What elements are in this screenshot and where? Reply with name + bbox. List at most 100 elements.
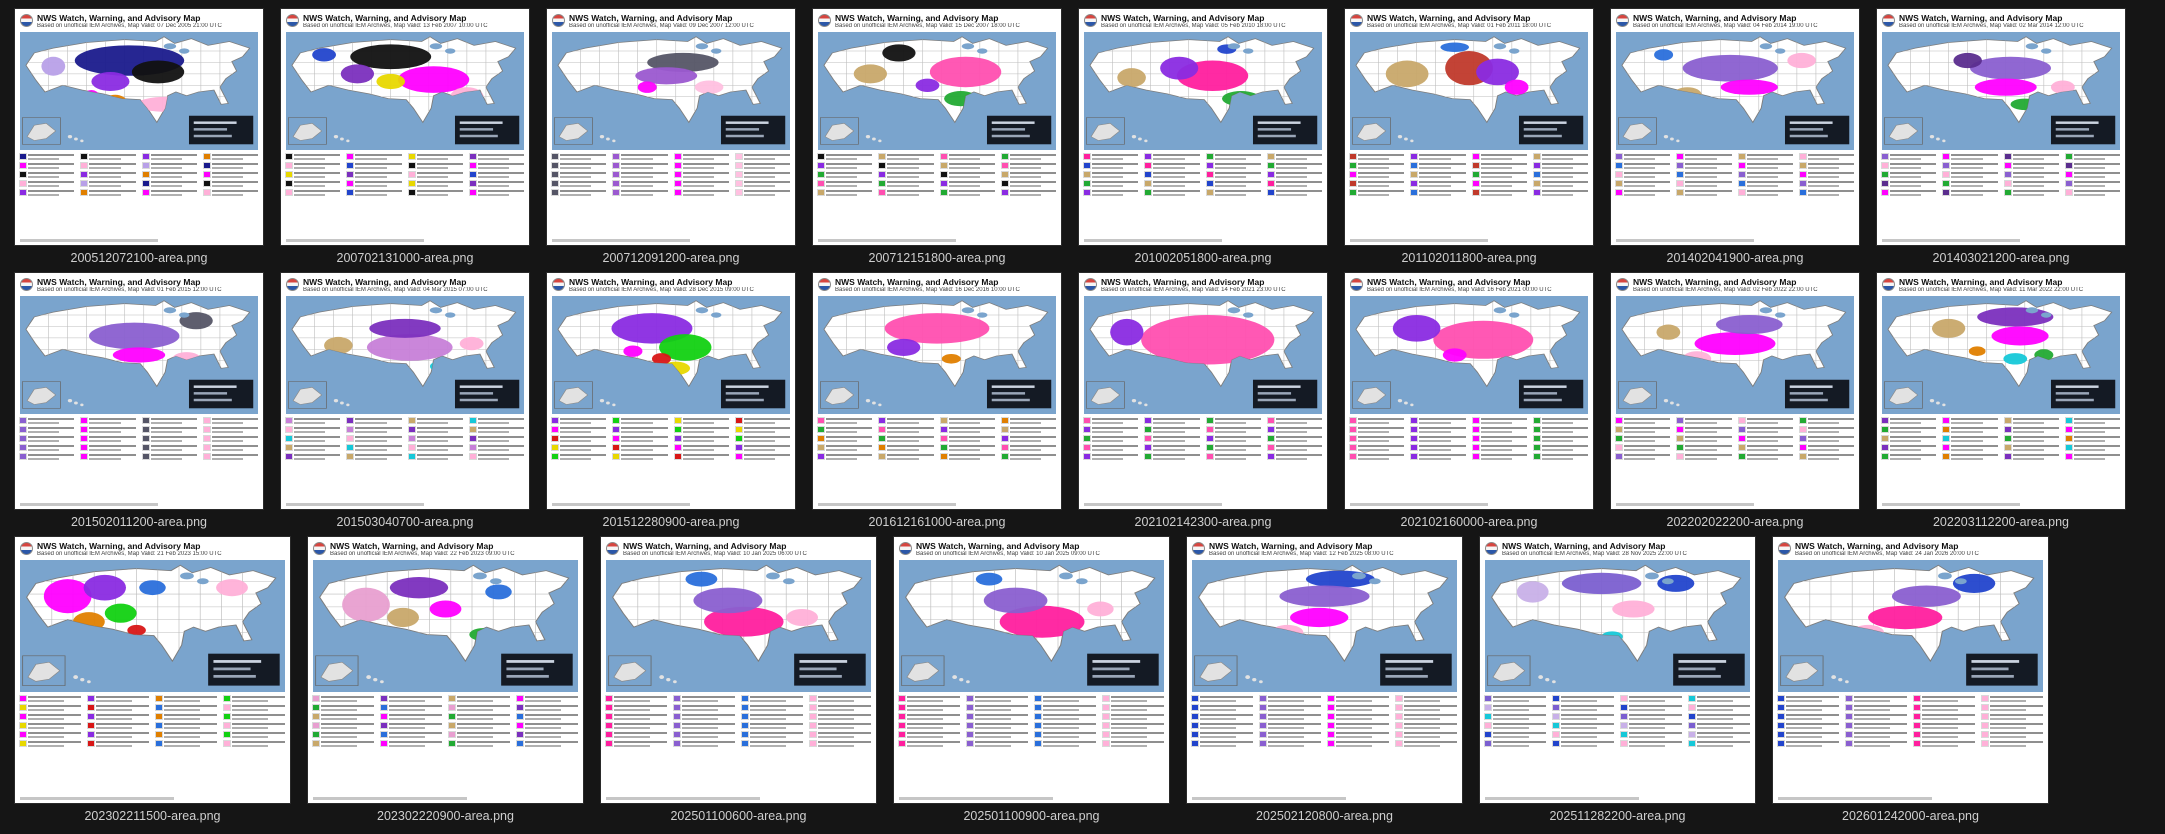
file-thumbnail[interactable]: NWS Watch, Warning, and Advisory Map Bas…: [1344, 8, 1594, 265]
legend-label-placeholder: [1214, 427, 1261, 434]
us-warning-map: [1485, 560, 1750, 693]
legend-label-placeholder: [948, 172, 995, 179]
legend-label-placeholder: [1624, 454, 1671, 461]
legend-swatch: [605, 740, 613, 748]
legend-swatch: [2064, 417, 2073, 425]
legend-swatch: [1881, 153, 1889, 161]
legend-swatch: [1881, 417, 1889, 425]
legend-label-placeholder: [28, 172, 75, 179]
file-thumbnail[interactable]: NWS Watch, Warning, and Advisory Map Bas…: [14, 536, 291, 823]
legend-swatch: [1205, 180, 1214, 188]
legend-label-placeholder: [560, 454, 607, 461]
legend-entry: [380, 713, 442, 721]
legend-label-placeholder: [818, 705, 871, 712]
legend-label-placeholder: [164, 696, 217, 703]
legend-swatch: [80, 453, 89, 461]
legend-label-placeholder: [1541, 163, 1588, 170]
legend-entry: [1484, 695, 1546, 703]
legend-label-placeholder: [621, 172, 668, 179]
file-thumbnail[interactable]: NWS Watch, Warning, and Advisory Map Bas…: [1078, 8, 1328, 265]
card-title: NWS Watch, Warning, and Advisory Map: [37, 277, 201, 287]
legend-label-placeholder: [1153, 418, 1200, 425]
legend-label-placeholder: [1890, 436, 1937, 443]
legend-swatch: [1083, 189, 1091, 197]
file-thumbnail[interactable]: NWS Watch, Warning, and Advisory Map Bas…: [280, 272, 530, 529]
file-thumbnail[interactable]: NWS Watch, Warning, and Advisory Map Bas…: [1610, 272, 1860, 529]
file-thumbnail[interactable]: NWS Watch, Warning, and Advisory Map Bas…: [14, 272, 264, 529]
legend-entry: [202, 162, 258, 170]
legend-entry: [19, 722, 81, 730]
legend-label-placeholder: [2073, 181, 2120, 188]
legend-entry: [1349, 180, 1405, 188]
legend-entry: [1191, 731, 1253, 739]
file-thumbnail[interactable]: NWS Watch, Warning, and Advisory Map Bas…: [1344, 272, 1594, 529]
file-thumbnail[interactable]: NWS Watch, Warning, and Advisory Map Bas…: [307, 536, 584, 823]
legend-entry: [1615, 162, 1671, 170]
card-subtitle: Based on unofficial IEM Archives, Map Va…: [1795, 551, 1979, 558]
us-warning-map: [1084, 296, 1322, 415]
legend-entry: [1191, 740, 1253, 748]
legend-swatch: [1942, 189, 1951, 197]
legend-swatch: [80, 426, 89, 434]
nws-logo-icon: [1084, 278, 1097, 291]
file-thumbnail[interactable]: NWS Watch, Warning, and Advisory Map Bas…: [1772, 536, 2049, 823]
legend-label-placeholder: [1200, 696, 1253, 703]
legend-label-placeholder: [1480, 172, 1527, 179]
legend-entry: [2003, 417, 2059, 425]
legend-label-placeholder: [1043, 732, 1096, 739]
legend-swatch: [734, 444, 743, 452]
legend-swatch: [1191, 731, 1199, 739]
file-thumbnail[interactable]: NWS Watch, Warning, and Advisory Map Bas…: [546, 8, 796, 265]
card-subtitle: Based on unofficial IEM Archives, Map Va…: [1367, 23, 1552, 30]
file-thumbnail[interactable]: NWS Watch, Warning, and Advisory Map Bas…: [1876, 272, 2126, 529]
legend-swatch: [2064, 162, 2073, 170]
legend-label-placeholder: [150, 436, 197, 443]
legend-entry: [1688, 722, 1750, 730]
legend-swatch: [1327, 731, 1335, 739]
legend-entry: [1532, 153, 1588, 161]
legend-entry: [468, 189, 524, 197]
legend-entry: [87, 695, 149, 703]
legend-entry: [1881, 435, 1937, 443]
legend-entry: [1913, 695, 1975, 703]
file-thumbnail[interactable]: NWS Watch, Warning, and Advisory Map Bas…: [1610, 8, 1860, 265]
legend-swatch: [2064, 180, 2073, 188]
file-thumbnail[interactable]: NWS Watch, Warning, and Advisory Map Bas…: [1876, 8, 2126, 265]
legend-label-placeholder: [164, 741, 217, 748]
file-thumbnail[interactable]: NWS Watch, Warning, and Advisory Map Bas…: [546, 272, 796, 529]
legend-entry: [966, 722, 1028, 730]
legend-entry: [1676, 435, 1732, 443]
file-thumbnail[interactable]: NWS Watch, Warning, and Advisory Map Bas…: [812, 8, 1062, 265]
file-thumbnail[interactable]: NWS Watch, Warning, and Advisory Map Bas…: [280, 8, 530, 265]
legend-swatch: [155, 722, 163, 730]
file-thumbnail[interactable]: NWS Watch, Warning, and Advisory Map Bas…: [1078, 272, 1328, 529]
legend-entry: [1737, 153, 1793, 161]
legend-swatch: [202, 453, 211, 461]
legend-entry: [1676, 453, 1732, 461]
legend-swatch: [2003, 189, 2012, 197]
legend-label-placeholder: [1358, 436, 1405, 443]
legend-label-placeholder: [1624, 172, 1671, 179]
legend-entry: [1191, 695, 1253, 703]
legend-swatch: [734, 171, 743, 179]
legend-label-placeholder: [826, 445, 873, 452]
file-thumbnail[interactable]: NWS Watch, Warning, and Advisory Map Bas…: [812, 272, 1062, 529]
card-titles: NWS Watch, Warning, and Advisory Map Bas…: [1101, 13, 1286, 30]
legend-swatch: [141, 417, 150, 425]
legend-entry: [516, 704, 578, 712]
legend-label-placeholder: [321, 696, 374, 703]
legend-label-placeholder: [743, 190, 790, 197]
file-thumbnail[interactable]: NWS Watch, Warning, and Advisory Map Bas…: [600, 536, 877, 823]
legend-label-placeholder: [750, 732, 803, 739]
legend-entry: [1000, 435, 1056, 443]
file-thumbnail[interactable]: NWS Watch, Warning, and Advisory Map Bas…: [1479, 536, 1756, 823]
legend-swatch: [19, 189, 27, 197]
legend-swatch: [19, 180, 27, 188]
file-thumbnail[interactable]: NWS Watch, Warning, and Advisory Map Bas…: [1186, 536, 1463, 823]
legend-swatch: [1881, 180, 1889, 188]
file-thumbnail[interactable]: NWS Watch, Warning, and Advisory Map Bas…: [14, 8, 264, 265]
legend-entry: [817, 171, 873, 179]
legend-entry: [898, 731, 960, 739]
file-thumbnail[interactable]: NWS Watch, Warning, and Advisory Map Bas…: [893, 536, 1170, 823]
map-credit-bar: [1192, 797, 1346, 800]
